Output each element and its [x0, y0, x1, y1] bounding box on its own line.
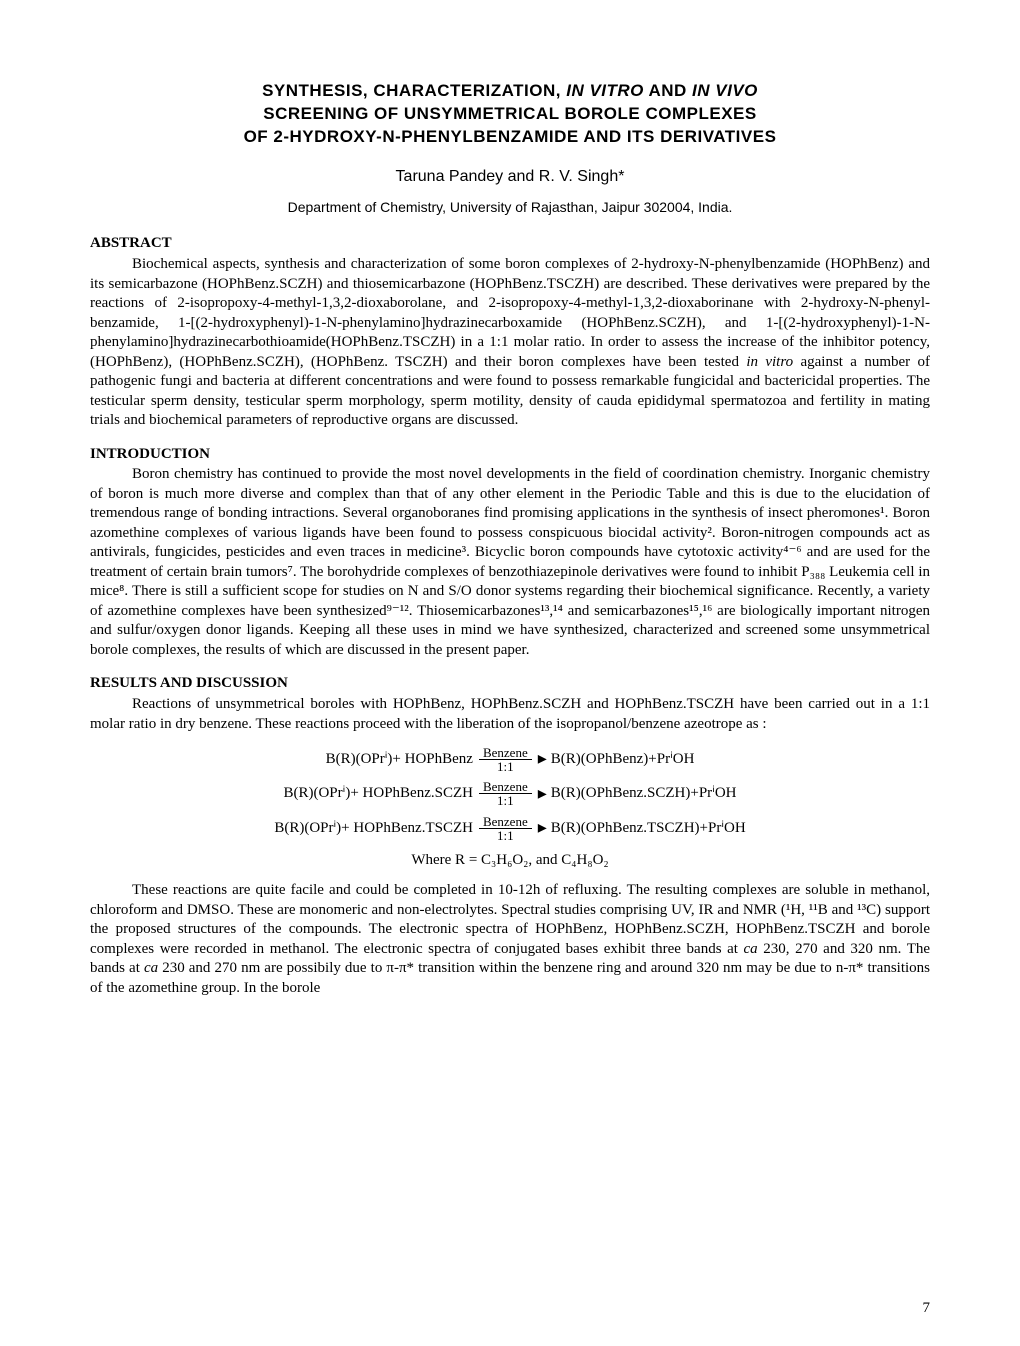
abstract-heading: ABSTRACT: [90, 234, 930, 253]
title-line1-a: SYNTHESIS, CHARACTERIZATION,: [262, 81, 566, 100]
eq1-arrow: ▸: [538, 743, 547, 774]
page-number: 7: [923, 1299, 931, 1318]
eq3-top: Benzene: [479, 815, 532, 829]
eq1-top: Benzene: [479, 746, 532, 760]
abstract-body: Biochemical aspects, synthesis and chara…: [90, 255, 930, 431]
introduction-text: Boron chemistry has continued to provide…: [90, 466, 930, 658]
abstract-text-a: Biochemical aspects, synthesis and chara…: [90, 256, 930, 370]
eq1-bot: 1:1: [493, 760, 518, 773]
eq2-top: Benzene: [479, 780, 532, 794]
results-para1-text: Reactions of unsymmetrical boroles with …: [90, 696, 930, 732]
eq3-arrow: ▸: [538, 812, 547, 843]
results-para1: Reactions of unsymmetrical boroles with …: [90, 695, 930, 734]
affiliation: Department of Chemistry, University of R…: [90, 199, 930, 217]
results-heading: RESULTS AND DISCUSSION: [90, 674, 930, 693]
paper-title: SYNTHESIS, CHARACTERIZATION, IN VITRO AN…: [90, 80, 930, 149]
results-para2: These reactions are quite facile and cou…: [90, 881, 930, 998]
eq2-right: B(R)(OPhBenz.SCZH)+PrⁱOH: [551, 781, 737, 807]
results-ca1: ca: [744, 941, 758, 957]
title-line2: SCREENING OF UNSYMMETRICAL BOROLE COMPLE…: [263, 104, 756, 123]
eq1-left: B(R)(OPrⁱ)+ HOPhBenz: [326, 747, 473, 773]
abstract-italic: in vitro: [746, 354, 793, 370]
eq3-left: B(R)(OPrⁱ)+ HOPhBenz.TSCZH: [274, 816, 473, 842]
equation-3: B(R)(OPrⁱ)+ HOPhBenz.TSCZH Benzene 1:1 ▸…: [90, 813, 930, 844]
eq1-frac: Benzene 1:1: [479, 746, 532, 773]
results-ca2: ca: [144, 960, 158, 976]
equation-where: Where R = C₃H₆O₂, and C₄H₈O₂: [90, 848, 930, 874]
eq3-frac: Benzene 1:1: [479, 815, 532, 842]
title-italic2: IN VIVO: [692, 81, 758, 100]
title-italic1: IN VITRO: [566, 81, 644, 100]
equation-2: B(R)(OPrⁱ)+ HOPhBenz.SCZH Benzene 1:1 ▸ …: [90, 779, 930, 810]
title-line3: OF 2-HYDROXY-N-PHENYLBENZAMIDE AND ITS D…: [244, 127, 777, 146]
results-para2-c: 230 and 270 nm are possibily due to π-π*…: [90, 960, 930, 996]
eq2-frac: Benzene 1:1: [479, 780, 532, 807]
eq2-arrow: ▸: [538, 778, 547, 809]
eq1-right: B(R)(OPhBenz)+PrⁱOH: [551, 747, 695, 773]
reaction-equations: B(R)(OPrⁱ)+ HOPhBenz Benzene 1:1 ▸ B(R)(…: [90, 744, 930, 873]
title-mid: AND: [644, 81, 692, 100]
equation-1: B(R)(OPrⁱ)+ HOPhBenz Benzene 1:1 ▸ B(R)(…: [90, 744, 930, 775]
eq3-right: B(R)(OPhBenz.TSCZH)+PrⁱOH: [551, 816, 746, 842]
authors: Taruna Pandey and R. V. Singh*: [90, 167, 930, 187]
introduction-heading: INTRODUCTION: [90, 445, 930, 464]
eq2-left: B(R)(OPrⁱ)+ HOPhBenz.SCZH: [283, 781, 472, 807]
introduction-body: Boron chemistry has continued to provide…: [90, 465, 930, 660]
eq2-bot: 1:1: [493, 794, 518, 807]
eq3-bot: 1:1: [493, 829, 518, 842]
